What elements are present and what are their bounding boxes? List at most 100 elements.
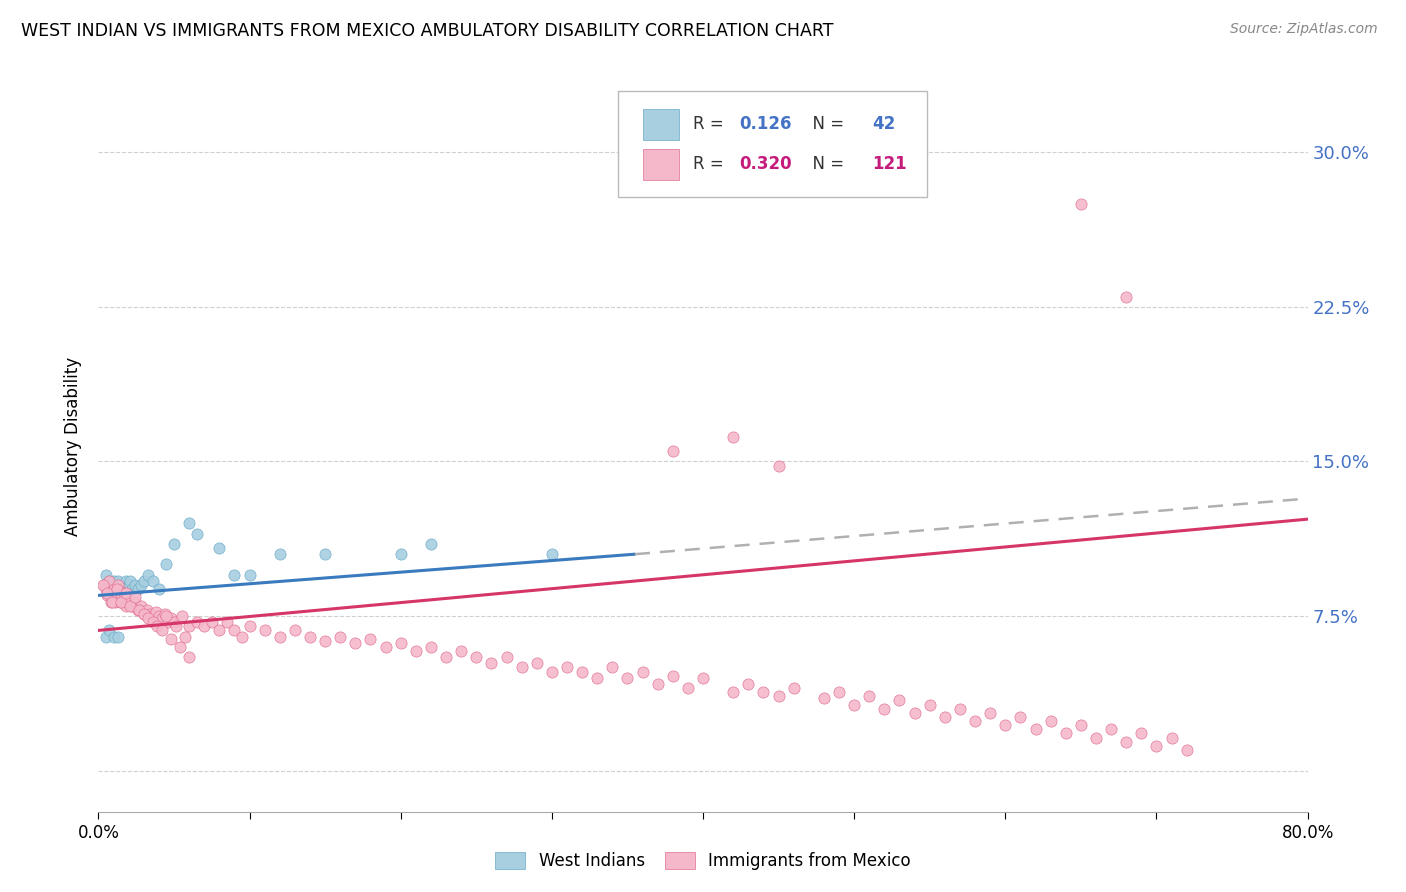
- Point: [602, 660, 624, 674]
- Point: [114, 599, 136, 613]
- Point: [1115, 734, 1137, 748]
- Point: [994, 718, 1017, 732]
- Point: [132, 607, 155, 621]
- Point: [783, 681, 806, 695]
- Text: N =: N =: [803, 115, 849, 133]
- Point: [94, 567, 117, 582]
- Point: [96, 582, 118, 597]
- Point: [153, 607, 176, 621]
- Point: [844, 698, 866, 712]
- Point: [103, 574, 125, 588]
- Point: [828, 685, 851, 699]
- Point: [127, 582, 149, 597]
- Point: [103, 582, 125, 597]
- Text: 0.126: 0.126: [740, 115, 792, 133]
- Point: [420, 640, 443, 654]
- Point: [586, 671, 609, 685]
- Point: [737, 677, 759, 691]
- Point: [1175, 743, 1198, 757]
- Point: [124, 578, 146, 592]
- Point: [465, 650, 488, 665]
- Point: [661, 444, 683, 458]
- Point: [118, 594, 141, 608]
- Point: [768, 458, 790, 473]
- Point: [150, 611, 173, 625]
- Point: [104, 594, 127, 608]
- Point: [1070, 718, 1092, 732]
- Point: [98, 574, 121, 588]
- Point: [201, 615, 224, 629]
- Point: [540, 665, 562, 679]
- Point: [105, 582, 128, 597]
- Point: [150, 624, 173, 638]
- Point: [107, 578, 129, 592]
- Point: [118, 578, 141, 592]
- Point: [231, 630, 253, 644]
- Point: [208, 624, 231, 638]
- Point: [481, 657, 503, 671]
- Point: [723, 430, 745, 444]
- Point: [269, 630, 291, 644]
- Point: [208, 541, 231, 555]
- Point: [107, 574, 129, 588]
- Point: [239, 567, 262, 582]
- Point: [110, 582, 132, 597]
- Point: [135, 603, 157, 617]
- Point: [873, 702, 896, 716]
- Point: [148, 582, 170, 597]
- Point: [128, 603, 150, 617]
- Point: [104, 582, 127, 597]
- Point: [965, 714, 987, 728]
- Point: [142, 574, 165, 588]
- Point: [344, 636, 367, 650]
- Point: [949, 702, 972, 716]
- Point: [1099, 723, 1122, 737]
- Point: [112, 582, 135, 597]
- Point: [96, 588, 118, 602]
- Point: [405, 644, 427, 658]
- Point: [1039, 714, 1062, 728]
- Point: [193, 619, 215, 633]
- Point: [215, 615, 238, 629]
- Point: [112, 586, 135, 600]
- Point: [121, 599, 143, 613]
- Point: [136, 567, 159, 582]
- Point: [1130, 726, 1153, 740]
- Text: R =: R =: [693, 115, 730, 133]
- Point: [108, 586, 131, 600]
- Point: [132, 574, 155, 588]
- Point: [526, 657, 548, 671]
- Point: [224, 624, 246, 638]
- Point: [136, 611, 159, 625]
- Point: [101, 578, 124, 592]
- Point: [510, 660, 533, 674]
- Point: [121, 582, 143, 597]
- Point: [540, 547, 562, 561]
- Point: [101, 594, 124, 608]
- Point: [170, 609, 193, 624]
- Point: [661, 669, 683, 683]
- Point: [139, 607, 162, 621]
- Point: [647, 677, 669, 691]
- Point: [163, 615, 186, 629]
- Point: [904, 706, 927, 720]
- Point: [1144, 739, 1167, 753]
- Point: [389, 547, 412, 561]
- Point: [146, 619, 169, 633]
- Point: [169, 640, 191, 654]
- Point: [101, 586, 124, 600]
- Point: [120, 599, 142, 613]
- Point: [284, 624, 307, 638]
- Point: [813, 691, 835, 706]
- Point: [105, 578, 128, 592]
- Point: [103, 630, 125, 644]
- Point: [179, 516, 201, 531]
- FancyBboxPatch shape: [619, 91, 927, 197]
- Point: [314, 547, 336, 561]
- Point: [495, 650, 517, 665]
- Point: [120, 574, 142, 588]
- Point: [1054, 726, 1077, 740]
- Point: [450, 644, 472, 658]
- Point: [173, 630, 195, 644]
- Point: [224, 567, 246, 582]
